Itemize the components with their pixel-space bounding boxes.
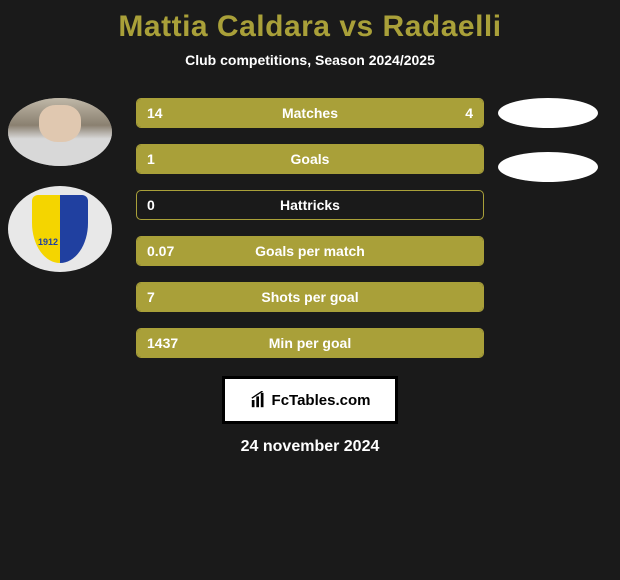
metric-bar: Hattricks0 [136,190,484,220]
metric-label: Goals [137,151,483,167]
right-ovals [498,98,598,182]
metric-label: Min per goal [137,335,483,351]
player-photo-placeholder [8,98,112,166]
metric-value-right: 4 [465,105,473,121]
shield-icon: 1912 [32,195,88,263]
metric-value-left: 0.07 [147,243,174,259]
metric-value-left: 7 [147,289,155,305]
metric-value-left: 14 [147,105,163,121]
date-text: 24 november 2024 [0,438,620,456]
metric-label: Shots per goal [137,289,483,305]
content-area: 1912 Matches14 4 Goals1 Hattricks0 Goals per… [0,98,620,358]
metric-bar: Min per goal1437 [136,328,484,358]
left-avatars: 1912 [8,98,112,272]
brand-text: FcTables.com [272,392,371,409]
metric-bar: Goals1 [136,144,484,174]
comparison-title: Mattia Caldara vs Radaelli [0,0,620,44]
club-crest: 1912 [8,186,112,272]
oval-bottom [498,152,598,182]
metric-bar: Goals per match0.07 [136,236,484,266]
bar-chart-icon [250,391,268,409]
title-text: Mattia Caldara vs Radaelli [118,10,501,43]
metric-label: Matches [137,105,483,121]
oval-top [498,98,598,128]
metric-value-left: 0 [147,197,155,213]
club-year: 1912 [38,237,58,247]
player-avatar [8,98,112,166]
metric-label: Hattricks [137,197,483,213]
metric-value-left: 1 [147,151,155,167]
metric-bar: Shots per goal7 [136,282,484,312]
metric-value-left: 1437 [147,335,178,351]
metric-bars: Matches14 4 Goals1 Hattricks0 Goals per matc… [136,98,484,358]
metric-bar: Matches14 4 [136,98,484,128]
brand-box: FcTables.com [222,376,398,424]
subtitle: Club competitions, Season 2024/2025 [0,52,620,68]
metric-label: Goals per match [137,243,483,259]
